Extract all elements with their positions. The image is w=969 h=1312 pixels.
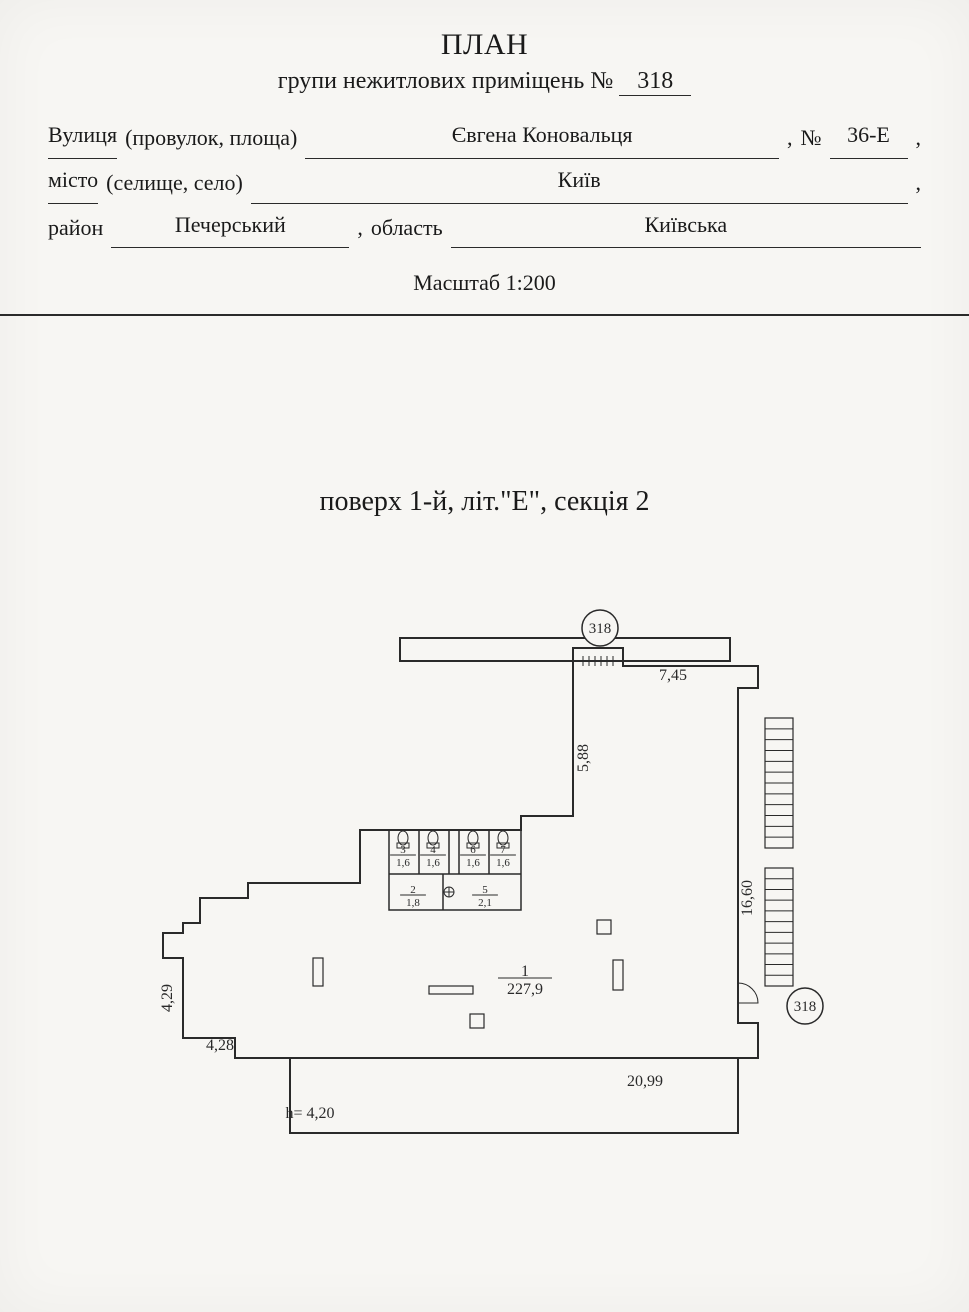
svg-text:1,6: 1,6 [426, 857, 440, 869]
unit-number: 318 [619, 68, 691, 96]
floor-caption: поверх 1-й, літ."Е", секція 2 [0, 486, 969, 518]
doc-subtitle: групи нежитлових приміщень № 318 [48, 68, 921, 96]
label-city-paren: (селище, село) [106, 162, 243, 204]
value-oblast: Київська [451, 204, 921, 249]
svg-text:h= 4,20: h= 4,20 [285, 1105, 334, 1122]
row-district: район Печерський, область Київська [48, 204, 921, 249]
svg-text:20,99: 20,99 [627, 1073, 663, 1090]
svg-text:16,60: 16,60 [739, 880, 756, 916]
subtitle-prefix: групи нежитлових приміщень № [278, 68, 614, 94]
svg-text:7: 7 [500, 844, 506, 856]
svg-text:7,45: 7,45 [659, 667, 687, 684]
svg-text:1,8: 1,8 [406, 897, 420, 909]
svg-text:4: 4 [430, 844, 436, 856]
svg-text:4,29: 4,29 [159, 984, 176, 1012]
row-street: Вулиця (провулок, площа) Євгена Коноваль… [48, 114, 921, 159]
doc-title: ПЛАН [48, 28, 921, 62]
value-city: Київ [251, 159, 908, 204]
label-no: № [801, 117, 822, 159]
scale-label: Масштаб 1:200 [48, 262, 921, 304]
row-city: місто (селище, село) Київ, [48, 159, 921, 204]
label-district: район [48, 207, 103, 249]
value-district: Печерський [111, 204, 349, 249]
value-street: Євгена Коновальця [305, 114, 779, 159]
svg-text:3: 3 [400, 844, 406, 856]
svg-text:318: 318 [793, 999, 816, 1015]
label-street: Вулиця [48, 114, 117, 159]
svg-text:1,6: 1,6 [466, 857, 480, 869]
svg-text:318: 318 [588, 621, 611, 637]
svg-text:1,6: 1,6 [496, 857, 510, 869]
svg-text:1: 1 [521, 963, 529, 980]
label-street-paren: (провулок, площа) [125, 117, 297, 159]
svg-text:6: 6 [470, 844, 476, 856]
floor-plan: 7,45 5,88 16,60 4,29 4,28 20,99 h= 4,20 1227,9 3… [125, 598, 845, 1158]
svg-text:5: 5 [482, 884, 488, 896]
svg-text:2,1: 2,1 [478, 897, 492, 909]
label-city: місто [48, 159, 98, 204]
svg-text:5,88: 5,88 [575, 744, 592, 772]
label-oblast: область [371, 207, 443, 249]
svg-text:1,6: 1,6 [396, 857, 410, 869]
value-house-no: 36-Е [830, 114, 908, 159]
svg-text:227,9: 227,9 [507, 981, 543, 998]
svg-text:2: 2 [410, 884, 416, 896]
svg-text:4,28: 4,28 [206, 1037, 234, 1054]
